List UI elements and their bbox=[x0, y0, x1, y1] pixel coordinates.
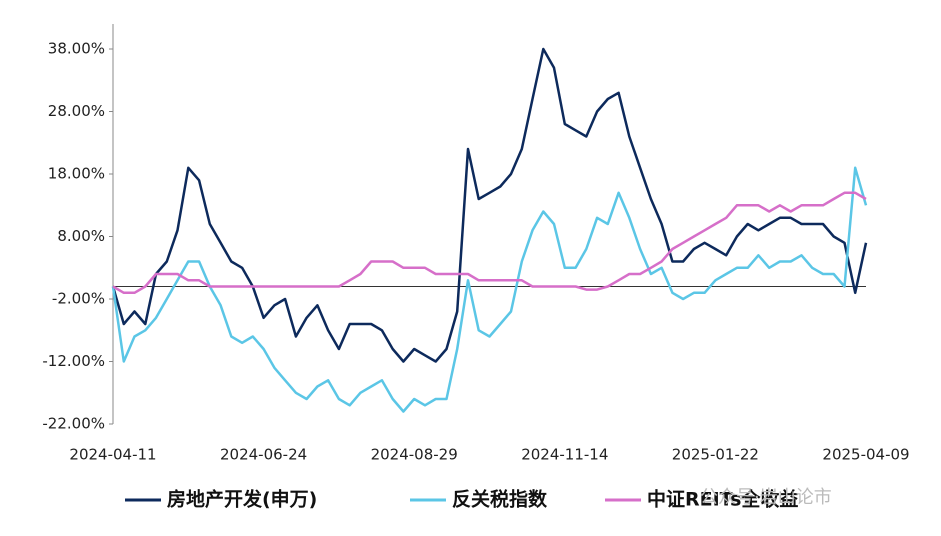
series-line bbox=[112, 191, 867, 295]
legend-label: 房地产开发(申万) bbox=[167, 488, 317, 511]
watermark: 公众号·岩山论市 bbox=[700, 487, 832, 508]
x-tick-label: 2024-04-11 bbox=[69, 446, 156, 464]
x-tick-label: 2025-04-09 bbox=[822, 446, 909, 464]
legend-label: 中证REITs全收益 bbox=[647, 488, 798, 511]
legend-label: 反关税指数 bbox=[452, 488, 548, 511]
x-tick-label: 2024-06-24 bbox=[220, 446, 307, 464]
x-tick-label: 2024-08-29 bbox=[371, 446, 458, 464]
y-tick-label: -2.00% bbox=[52, 290, 105, 308]
y-tick-label: 28.00% bbox=[48, 102, 105, 120]
y-tick-label: 38.00% bbox=[48, 40, 105, 58]
x-tick-label: 2025-01-22 bbox=[672, 446, 759, 464]
series-line bbox=[111, 166, 868, 413]
y-tick-label: 8.00% bbox=[57, 227, 105, 245]
y-tick-label: 18.00% bbox=[48, 165, 105, 183]
y-tick-label: -12.00% bbox=[42, 352, 105, 370]
series-line bbox=[111, 47, 868, 363]
x-tick-label: 2024-11-14 bbox=[521, 446, 608, 464]
y-tick-label: -22.00% bbox=[42, 415, 105, 433]
